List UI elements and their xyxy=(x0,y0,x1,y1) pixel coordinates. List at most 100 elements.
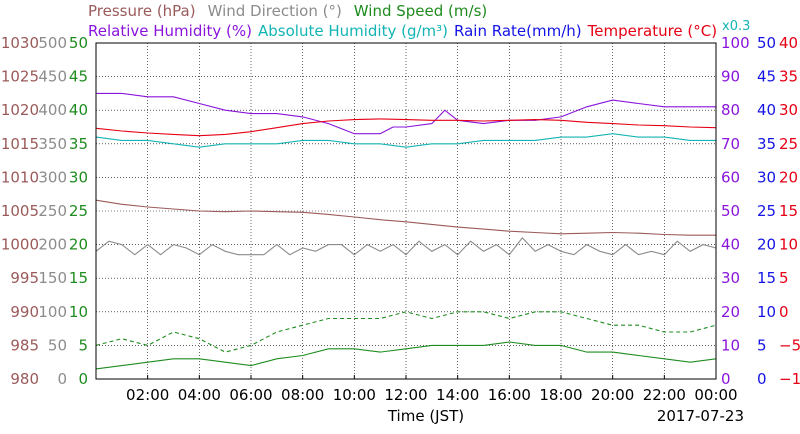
axis-tick-label: 450 xyxy=(38,68,67,86)
scale-note: x0.3 xyxy=(722,19,750,34)
axis-tick-label: 80 xyxy=(721,101,740,119)
x-tick-label: 16:00 xyxy=(488,386,531,404)
axis-tick-label: 250 xyxy=(38,202,67,220)
axis-tick-label: 150 xyxy=(38,269,67,287)
axis-tick-label: 50 xyxy=(721,202,740,220)
x-tick-label: 18:00 xyxy=(539,386,582,404)
x-tick-label: 04:00 xyxy=(178,386,221,404)
axis-tick-label: 20 xyxy=(779,168,798,186)
axis-tick-label: 1030 xyxy=(1,34,39,52)
axis-tick-label: 25 xyxy=(779,135,798,153)
axis-tick-label: 1015 xyxy=(1,135,39,153)
axis-tick-label: 35 xyxy=(779,68,798,86)
axis-tick-label: 0 xyxy=(779,303,789,321)
axis-tick-label: 500 xyxy=(38,34,67,52)
axis-tick-label: 90 xyxy=(721,68,740,86)
axis-tick-label: 1020 xyxy=(1,101,39,119)
series-line xyxy=(95,237,717,256)
x-tick-label: 20:00 xyxy=(591,386,634,404)
axis-tick-label: 990 xyxy=(10,303,39,321)
axis-tick-label: 980 xyxy=(10,370,39,388)
axis-tick-label: 5 xyxy=(757,336,767,354)
series-line xyxy=(95,199,716,236)
x-tick-label: 22:00 xyxy=(643,386,686,404)
axis-tick-label: 995 xyxy=(10,269,39,287)
x-axis-label: Time (JST) xyxy=(387,407,464,425)
axis-tick-label: 50 xyxy=(69,34,88,52)
axis-tick-label: 30 xyxy=(721,269,740,287)
axis-tick-label: 100 xyxy=(721,34,750,52)
axis-tick-label: 10 xyxy=(757,303,776,321)
series-line xyxy=(95,118,717,137)
axis-tick-label: 1005 xyxy=(1,202,39,220)
axis-tick-label: 50 xyxy=(48,336,67,354)
axis-tick-label: 30 xyxy=(69,168,88,186)
axis-tick-label: 1025 xyxy=(1,68,39,86)
axis-tick-label: 20 xyxy=(721,303,740,321)
axis-tick-label: 0 xyxy=(78,370,88,388)
legend-entry: Wind Direction (°) xyxy=(208,2,342,20)
axis-tick-label: 20 xyxy=(69,236,88,254)
right-axes: 1009080706050403020100504540353025201510… xyxy=(721,34,800,388)
axis-tick-label: −5 xyxy=(779,336,800,354)
axis-tick-label: 40 xyxy=(69,101,88,119)
axis-tick-label: 0 xyxy=(757,370,767,388)
axis-tick-label: 350 xyxy=(38,135,67,153)
axis-tick-label: 5 xyxy=(78,336,88,354)
axis-tick-label: −10 xyxy=(779,370,800,388)
x-tick-label: 02:00 xyxy=(126,386,169,404)
axis-tick-label: 300 xyxy=(38,168,67,186)
legend-entry: Temperature (°C) xyxy=(587,22,717,40)
axis-tick-label: 25 xyxy=(757,202,776,220)
axis-tick-label: 70 xyxy=(721,135,740,153)
x-tick-label: 10:00 xyxy=(333,386,376,404)
axis-tick-label: 45 xyxy=(69,68,88,86)
axis-tick-label: 40 xyxy=(757,101,776,119)
series-line xyxy=(95,133,716,148)
legend-entry: Relative Humidity (%) xyxy=(88,22,252,40)
axis-tick-label: 0 xyxy=(57,370,67,388)
left-axes: 1030102510201015101010051000995990985980… xyxy=(1,34,88,388)
series-line xyxy=(95,341,717,370)
x-tick-label: 12:00 xyxy=(384,386,427,404)
axis-tick-label: 0 xyxy=(721,370,731,388)
axis-tick-label: 40 xyxy=(721,236,740,254)
axis-tick-label: 200 xyxy=(38,236,67,254)
axis-tick-label: 40 xyxy=(779,34,798,52)
axis-tick-label: 35 xyxy=(69,135,88,153)
series-line xyxy=(95,311,717,353)
axis-tick-label: 10 xyxy=(721,336,740,354)
axis-tick-label: 30 xyxy=(757,168,776,186)
x-tick-label: 08:00 xyxy=(281,386,324,404)
axis-tick-label: 35 xyxy=(757,135,776,153)
x-tick-label: 06:00 xyxy=(229,386,272,404)
series-line xyxy=(96,92,716,135)
legend-entry: Wind Speed (m/s) xyxy=(354,2,487,20)
axis-tick-label: 15 xyxy=(69,269,88,287)
axis-tick-label: 985 xyxy=(10,336,39,354)
legend-entry: Rain Rate(mm/h) xyxy=(454,22,582,40)
axis-tick-label: 400 xyxy=(38,101,67,119)
legend-entry: Absolute Humidity (g/m³) xyxy=(258,22,448,40)
x-tick-label: 00:00 xyxy=(694,386,737,404)
axis-tick-label: 1010 xyxy=(1,168,39,186)
axis-tick-label: 45 xyxy=(757,68,776,86)
axis-tick-label: 5 xyxy=(779,269,789,287)
x-axis: 02:00 04:00 06:00 08:00 10:00 12:00 14:00 16:00… xyxy=(126,375,738,404)
axis-tick-label: 100 xyxy=(38,303,67,321)
axis-tick-label: 10 xyxy=(69,303,88,321)
legend-entry: Pressure (hPa) xyxy=(88,2,196,20)
chart-header: Pressure (hPa) Wind Direction (°) Wind Spe… xyxy=(88,2,750,40)
axis-tick-label: 30 xyxy=(779,101,798,119)
axis-tick-label: 15 xyxy=(757,269,776,287)
x-tick-label: 14:00 xyxy=(436,386,479,404)
axis-tick-label: 25 xyxy=(69,202,88,220)
axis-tick-label: 50 xyxy=(757,34,776,52)
axis-tick-label: 15 xyxy=(779,202,798,220)
axis-tick-label: 1000 xyxy=(1,236,39,254)
axis-tick-label: 10 xyxy=(779,236,798,254)
axis-tick-label: 20 xyxy=(757,236,776,254)
date-label: 2017-07-23 xyxy=(657,407,744,425)
